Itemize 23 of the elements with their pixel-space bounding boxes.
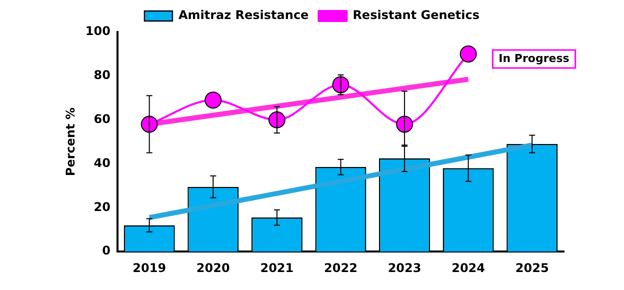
y-tick-label: 100: [85, 24, 110, 38]
y-axis-title: Percent %: [63, 108, 78, 176]
y-tick-label: 80: [94, 68, 110, 82]
x-tick-label: 2023: [388, 260, 422, 275]
legend-label: Resistant Genetics: [352, 8, 480, 22]
x-tick-label: 2019: [132, 260, 166, 275]
point: [140, 116, 158, 133]
point: [204, 92, 222, 109]
legend-label: Amitraz Resistance: [178, 8, 309, 22]
x-tick-label: 2025: [515, 260, 549, 275]
x-tick-label: 2024: [452, 260, 486, 275]
y-tick-label: 0: [102, 244, 110, 258]
y-tick-label: 60: [94, 112, 110, 126]
x-tick-label: 2020: [196, 260, 230, 275]
point: [396, 116, 414, 133]
annotation: In Progress: [498, 52, 570, 65]
point: [460, 45, 477, 62]
point: [332, 76, 350, 94]
x-tick-label: 2022: [324, 260, 358, 275]
y-tick-label: 20: [94, 200, 110, 214]
x-tick-label: 2021: [260, 260, 294, 275]
y-tick-label: 40: [94, 156, 110, 170]
point: [268, 111, 286, 128]
